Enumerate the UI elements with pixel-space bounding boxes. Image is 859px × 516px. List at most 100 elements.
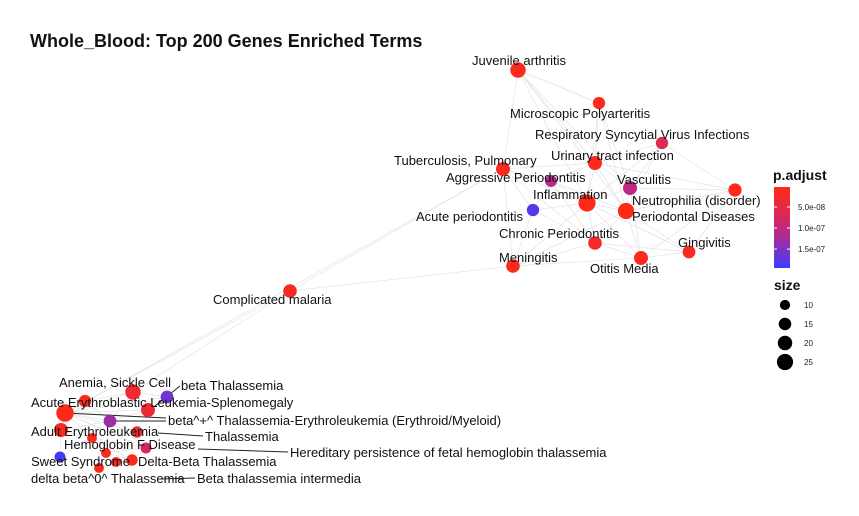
network-edge [502, 168, 534, 211]
network-edge [517, 69, 596, 164]
size-tick-label: 25 [804, 358, 813, 367]
size-legend-dot [778, 317, 792, 331]
network-edge [105, 447, 147, 454]
network-edge [64, 409, 149, 414]
size-legend-dot [779, 299, 791, 311]
term-node[interactable] [131, 426, 143, 438]
network-edge [594, 162, 736, 191]
term-label: Acute periodontitis [416, 209, 523, 224]
network-edge [60, 420, 111, 431]
nodes-layer [53, 62, 742, 473]
term-node[interactable] [728, 183, 742, 197]
network-edge [517, 69, 631, 189]
term-label: Microscopic Polyarteritis [510, 106, 651, 121]
network-edge [64, 396, 168, 414]
network-edge [502, 162, 596, 170]
term-label: Complicated malaria [213, 292, 332, 307]
term-node[interactable] [140, 442, 152, 454]
network-edge [512, 209, 534, 267]
term-node[interactable] [682, 245, 696, 259]
term-node[interactable] [545, 175, 557, 187]
term-label: Aggressive Periodontitis [446, 170, 586, 185]
term-label: Gingivitis [678, 235, 731, 250]
term-label: Periodontal Diseases [632, 209, 755, 224]
term-label: beta Thalassemia [181, 378, 284, 393]
network-edge [629, 187, 642, 259]
term-node[interactable] [495, 161, 511, 177]
label-leader-line [197, 448, 289, 453]
network-edge [550, 162, 596, 182]
term-node[interactable] [592, 96, 606, 110]
term-node[interactable] [160, 390, 174, 404]
network-edge [625, 189, 736, 212]
term-node[interactable] [506, 259, 520, 273]
term-node[interactable] [526, 203, 540, 217]
term-node[interactable] [103, 414, 117, 428]
term-label: Chronic Periodontitis [499, 226, 619, 241]
term-label: Thalassemia [205, 429, 279, 444]
term-node[interactable] [655, 136, 669, 150]
network-edge [512, 257, 642, 267]
network-edge [289, 168, 504, 292]
term-node[interactable] [111, 457, 121, 467]
term-node[interactable] [53, 422, 69, 438]
term-node[interactable] [54, 451, 66, 463]
network-edge [517, 69, 588, 204]
network-edge [594, 142, 663, 164]
edges-layer [59, 69, 736, 469]
term-label: Vasculitis [617, 172, 671, 187]
network-edge [586, 102, 600, 204]
term-label: Hemoglobin F Disease [64, 437, 196, 452]
term-node[interactable] [94, 463, 104, 473]
legend-size-title: size [774, 277, 801, 293]
term-node[interactable] [283, 284, 297, 298]
term-node[interactable] [78, 394, 92, 408]
size-tick-label: 10 [804, 301, 813, 310]
network-edge [594, 242, 642, 259]
term-node[interactable] [588, 236, 602, 250]
network-edge [586, 202, 690, 253]
term-label: Meningitis [499, 250, 558, 265]
network-edge [64, 412, 147, 449]
network-edge [91, 437, 147, 449]
color-tick-label: 1.5e-07 [798, 245, 826, 254]
network-edge [594, 242, 690, 253]
term-node[interactable] [617, 202, 635, 220]
labels-layer: Juvenile arthritis Microscopic Polyarteri… [31, 53, 761, 486]
network-edge [517, 69, 600, 104]
network-edge [629, 142, 663, 189]
color-tick-label: 5.0e-08 [798, 203, 826, 212]
network-edge [91, 437, 133, 461]
network-edge [512, 202, 588, 267]
label-leader-line [64, 412, 167, 419]
color-bar [774, 187, 790, 268]
term-node[interactable] [56, 404, 74, 422]
term-node[interactable] [101, 448, 111, 458]
term-label: beta^+^ Thalassemia-Erythroleukemia (Ery… [168, 413, 501, 428]
network-edge [598, 102, 631, 189]
term-node[interactable] [87, 433, 97, 443]
network-edge [502, 168, 596, 244]
term-label: Neutrophilia (disorder) [632, 193, 761, 208]
network-edge [59, 437, 93, 458]
term-node[interactable] [633, 250, 649, 266]
network-edge [532, 202, 588, 211]
network-edge [289, 265, 514, 292]
network-edge [502, 168, 552, 182]
network-edge [502, 168, 588, 204]
network-edge [594, 162, 631, 189]
term-node[interactable] [578, 194, 596, 212]
term-node[interactable] [125, 384, 141, 400]
network-edge [502, 69, 519, 170]
term-node[interactable] [140, 402, 156, 418]
term-node[interactable] [510, 62, 526, 78]
network-edge [598, 102, 627, 212]
term-node[interactable] [126, 454, 138, 466]
network-edge [132, 290, 291, 393]
label-leader-line [157, 432, 204, 437]
term-node[interactable] [622, 180, 638, 196]
term-label: Urinary tract infection [551, 148, 674, 163]
term-node[interactable] [587, 155, 603, 171]
size-legend-dot [777, 335, 793, 351]
